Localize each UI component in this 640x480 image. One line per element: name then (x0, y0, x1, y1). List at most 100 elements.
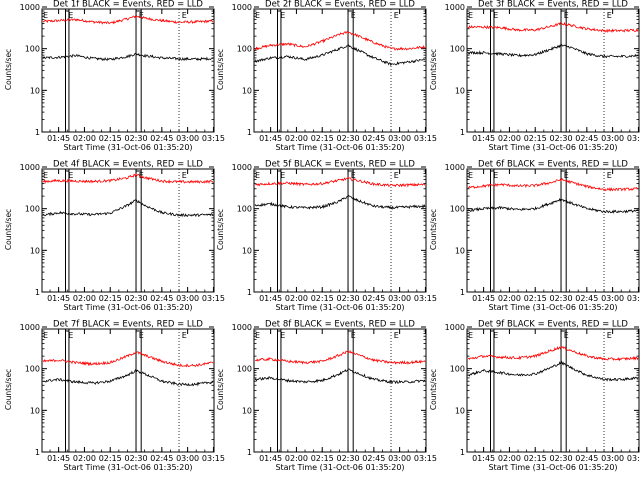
y-tick-label: 10 (455, 246, 465, 255)
detector-panel: Det 2f BLACK = Events, RED = LLD 1 10 100 10… (216, 0, 437, 152)
event-marker: E (280, 11, 285, 20)
detector-panel: Det 8f BLACK = Events, RED = LLD 1 10 100 10… (216, 320, 437, 473)
x-tick-label: 03:00 (176, 294, 199, 303)
x-tick-label: 02:15 (99, 454, 122, 463)
x-tick-label: 02:15 (99, 134, 122, 143)
y-axis-label: Counts/sec (4, 49, 13, 90)
event-marker: E (564, 11, 569, 20)
series-line-lld (467, 178, 639, 192)
event-marker: E (139, 171, 144, 180)
series-line-lld (42, 15, 214, 25)
event-marker: E (468, 331, 473, 340)
x-tick-label: 03:15 (414, 454, 437, 463)
x-tick-label: 02:30 (549, 294, 572, 303)
y-tick-label: 1 (35, 128, 40, 137)
series-line-lld (42, 173, 214, 184)
event-marker: E (564, 331, 569, 340)
event-marker: E (468, 171, 473, 180)
x-tick-label: 02:00 (285, 294, 308, 303)
y-tick-label: 1000 (20, 3, 40, 12)
x-tick-label: 02:30 (549, 454, 572, 463)
y-axis-label: Counts/sec (4, 209, 13, 250)
x-tick-label: 02:00 (73, 294, 96, 303)
x-tick-label: 02:15 (524, 134, 547, 143)
detector-panel: Det 6f BLACK = Events, RED = LLD 1 10 100 10… (429, 160, 640, 313)
event-marker: E (351, 171, 356, 180)
x-tick-label: 02:30 (336, 454, 359, 463)
x-tick-label: 01:45 (259, 294, 282, 303)
y-tick-label: 1000 (232, 3, 252, 12)
event-marker: E (139, 11, 144, 20)
x-tick-label: 03:15 (202, 294, 225, 303)
event-marker: E (351, 331, 356, 340)
y-tick-label: 100 (25, 205, 40, 214)
x-axis-label: Start Time (31-Oct-06 01:35:20) (488, 143, 617, 152)
x-tick-label: 02:45 (575, 454, 598, 463)
y-axis-label: Counts/sec (4, 369, 13, 410)
series-line-events (254, 195, 426, 211)
event-marker: E (493, 171, 498, 180)
event-marker: E (564, 171, 569, 180)
panel-title: Det 4f BLACK = Events, RED = LLD (53, 160, 203, 170)
y-tick-label: 1000 (445, 323, 465, 332)
y-tick-label: 1000 (232, 323, 252, 332)
series-line-lld (42, 351, 214, 368)
x-tick-label: 03:00 (388, 454, 411, 463)
y-tick-label: 1000 (20, 323, 40, 332)
event-marker: E (182, 11, 187, 20)
y-tick-label: 1 (247, 448, 252, 457)
event-marker: E (607, 331, 612, 340)
x-tick-label: 02:30 (549, 134, 572, 143)
x-axis-label: Start Time (31-Oct-06 01:35:20) (63, 143, 192, 152)
y-tick-label: 100 (237, 205, 252, 214)
x-tick-label: 03:15 (627, 294, 640, 303)
x-tick-label: 02:15 (311, 134, 334, 143)
x-tick-label: 02:15 (99, 294, 122, 303)
y-axis-label: Counts/sec (429, 49, 438, 90)
x-tick-label: 02:00 (285, 454, 308, 463)
series-line-lld (254, 31, 426, 51)
y-tick-label: 1000 (445, 163, 465, 172)
x-tick-label: 02:45 (575, 134, 598, 143)
x-axis-label: Start Time (31-Oct-06 01:35:20) (275, 143, 404, 152)
y-axis-label: Counts/sec (429, 209, 438, 250)
y-tick-label: 10 (242, 406, 252, 415)
x-tick-label: 02:00 (285, 134, 308, 143)
x-tick-label: 01:45 (47, 134, 70, 143)
event-marker: E (394, 331, 399, 340)
panel-title: Det 8f BLACK = Events, RED = LLD (265, 320, 415, 330)
x-tick-label: 02:45 (150, 294, 173, 303)
y-tick-label: 1 (35, 288, 40, 297)
series-line-events (43, 368, 214, 387)
x-tick-label: 03:00 (388, 134, 411, 143)
x-tick-label: 03:00 (176, 454, 199, 463)
x-tick-label: 02:15 (311, 454, 334, 463)
y-tick-label: 10 (455, 406, 465, 415)
event-marker: E (255, 171, 260, 180)
event-marker: E (394, 171, 399, 180)
x-tick-label: 03:00 (388, 294, 411, 303)
event-marker: E (68, 11, 73, 20)
x-axis-label: Start Time (31-Oct-06 01:35:20) (488, 463, 617, 472)
event-marker: E (493, 11, 498, 20)
y-tick-label: 1 (247, 288, 252, 297)
detector-panel: Det 3f BLACK = Events, RED = LLD 1 10 100 10… (429, 0, 640, 152)
x-tick-label: 01:45 (472, 294, 495, 303)
series-line-lld (255, 349, 426, 365)
detector-panel: Det 5f BLACK = Events, RED = LLD 1 10 100 10… (216, 160, 437, 313)
y-tick-label: 1 (460, 448, 465, 457)
event-marker: E (255, 331, 260, 340)
event-marker: E (394, 11, 399, 20)
x-tick-label: 02:00 (498, 454, 521, 463)
event-marker: E (182, 331, 187, 340)
x-tick-label: 01:45 (472, 454, 495, 463)
panel-title: Det 3f BLACK = Events, RED = LLD (478, 0, 628, 10)
x-tick-label: 03:00 (601, 454, 624, 463)
event-marker: E (68, 331, 73, 340)
panel-title: Det 1f BLACK = Events, RED = LLD (53, 0, 203, 10)
panel-title: Det 6f BLACK = Events, RED = LLD (478, 160, 628, 170)
x-tick-label: 02:15 (311, 294, 334, 303)
series-line-lld (467, 345, 639, 362)
